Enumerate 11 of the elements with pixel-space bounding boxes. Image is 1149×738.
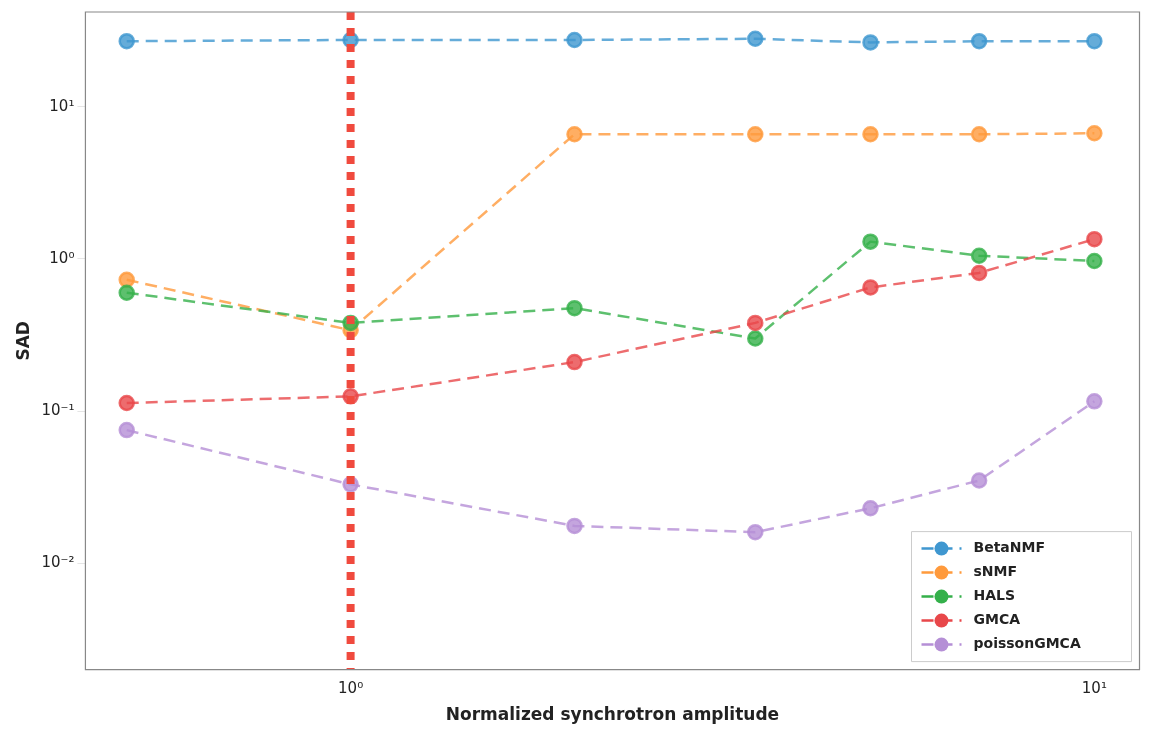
y-tick-label: 10⁻² bbox=[41, 553, 75, 572]
legend-label: HALS bbox=[973, 587, 1016, 604]
legend-label: GMCA bbox=[973, 611, 1021, 628]
y-tick-label: 10¹ bbox=[49, 96, 75, 115]
y-tick-label: 10⁰ bbox=[49, 248, 75, 267]
legend-label: BetaNMF bbox=[973, 539, 1046, 556]
legend-label: sNMF bbox=[973, 563, 1018, 580]
y-axis-title: SAD bbox=[12, 321, 33, 361]
y-tick-label: 10⁻¹ bbox=[41, 401, 75, 419]
x-axis-title: Normalized synchrotron amplitude bbox=[445, 704, 780, 725]
legend-label: poissonGMCA bbox=[973, 635, 1081, 652]
